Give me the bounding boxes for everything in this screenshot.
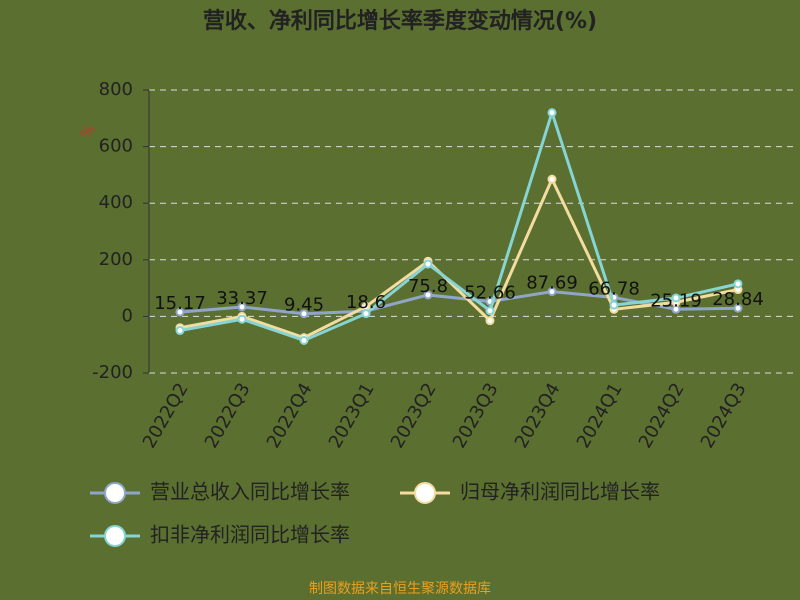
data-label: 66.78 — [588, 279, 640, 300]
data-point — [423, 290, 433, 300]
legend-label: 扣非净利润同比增长率 — [150, 523, 350, 547]
data-point — [671, 293, 681, 303]
data-point — [423, 259, 433, 269]
x-tick-label: 2022Q4 — [263, 380, 317, 452]
data-point — [547, 108, 557, 118]
y-tick-label: 0 — [122, 305, 133, 326]
series-line — [179, 107, 739, 343]
data-label: 18.6 — [346, 292, 386, 313]
y-tick-label: 200 — [99, 249, 133, 270]
data-point — [175, 326, 185, 336]
data-point — [547, 174, 557, 184]
data-label: 28.84 — [712, 289, 764, 310]
legend-marker — [104, 482, 126, 504]
x-tick-label: 2024Q3 — [697, 380, 751, 452]
x-tick-label: 2023Q1 — [325, 380, 379, 452]
x-tick-label: 2024Q1 — [573, 380, 627, 452]
y-tick-label: 800 — [99, 79, 133, 100]
data-point — [175, 307, 185, 317]
legend-label: 营业总收入同比增长率 — [150, 480, 350, 504]
x-tick-label: 2023Q2 — [387, 380, 441, 452]
y-tick-label: 400 — [99, 192, 133, 213]
footer: 制图数据来自恒生聚源数据库 — [309, 581, 491, 597]
x-tick-label: 2022Q3 — [201, 380, 255, 452]
data-point — [733, 279, 743, 289]
data-point — [237, 302, 247, 312]
x-tick-label: 2023Q4 — [511, 380, 565, 452]
data-point — [299, 309, 309, 319]
data-point — [485, 316, 495, 326]
chart-title: 营收、净利同比增长率季度变动情况(%) — [203, 8, 597, 34]
data-label: 25.19 — [650, 290, 702, 311]
series-line — [179, 290, 739, 316]
data-point — [299, 335, 309, 345]
y-tick-label: -200 — [92, 362, 133, 383]
data-point — [609, 300, 619, 310]
data-label: 87.69 — [526, 273, 578, 294]
x-tick-label: 2023Q3 — [449, 380, 503, 452]
legend-marker — [104, 525, 126, 547]
data-point — [485, 306, 495, 316]
data-point — [733, 303, 743, 313]
series-line — [179, 175, 739, 340]
data-label: 15.17 — [154, 293, 206, 314]
legend-marker — [414, 482, 436, 504]
y-axis-label: % — [78, 122, 99, 142]
legend-label: 归母净利润同比增长率 — [460, 480, 660, 504]
data-point — [237, 314, 247, 324]
data-label: 9.45 — [284, 295, 324, 316]
y-tick-label: 600 — [99, 136, 133, 157]
data-label: 52.66 — [464, 282, 516, 303]
data-point — [361, 309, 371, 319]
data-label: 75.8 — [408, 276, 448, 297]
data-label: 33.37 — [216, 288, 268, 309]
x-tick-label: 2024Q2 — [635, 380, 689, 452]
data-point — [547, 287, 557, 297]
x-tick-label: 2022Q2 — [139, 380, 193, 452]
